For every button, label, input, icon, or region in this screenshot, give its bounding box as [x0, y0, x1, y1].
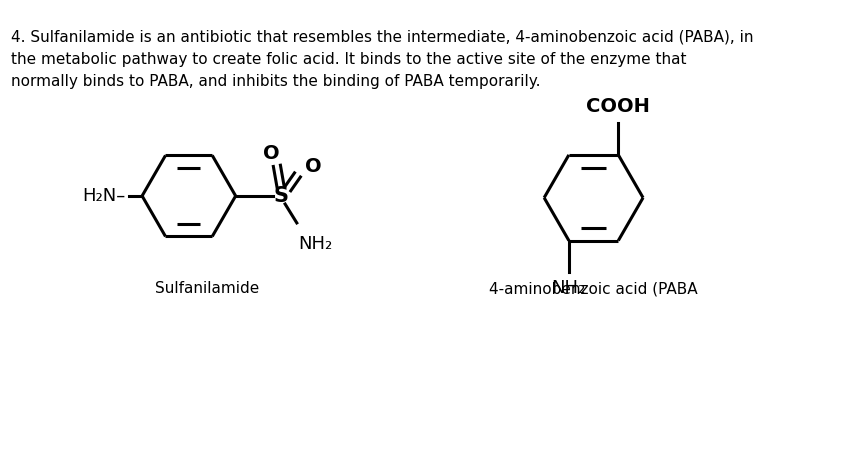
- Text: COOH: COOH: [586, 97, 650, 116]
- Text: S: S: [273, 186, 288, 206]
- Text: NH₂: NH₂: [299, 235, 333, 253]
- Text: Sulfanilamide: Sulfanilamide: [155, 281, 259, 296]
- Text: O: O: [305, 157, 321, 176]
- Text: 4. Sulfanilamide is an antibiotic that resembles the intermediate, 4-aminobenzoi: 4. Sulfanilamide is an antibiotic that r…: [11, 30, 753, 89]
- Text: NH₂: NH₂: [552, 279, 586, 297]
- Text: O: O: [263, 144, 280, 163]
- Text: H₂N–: H₂N–: [83, 187, 126, 205]
- Text: 4-aminobenzoic acid (PABA: 4-aminobenzoic acid (PABA: [489, 281, 698, 296]
